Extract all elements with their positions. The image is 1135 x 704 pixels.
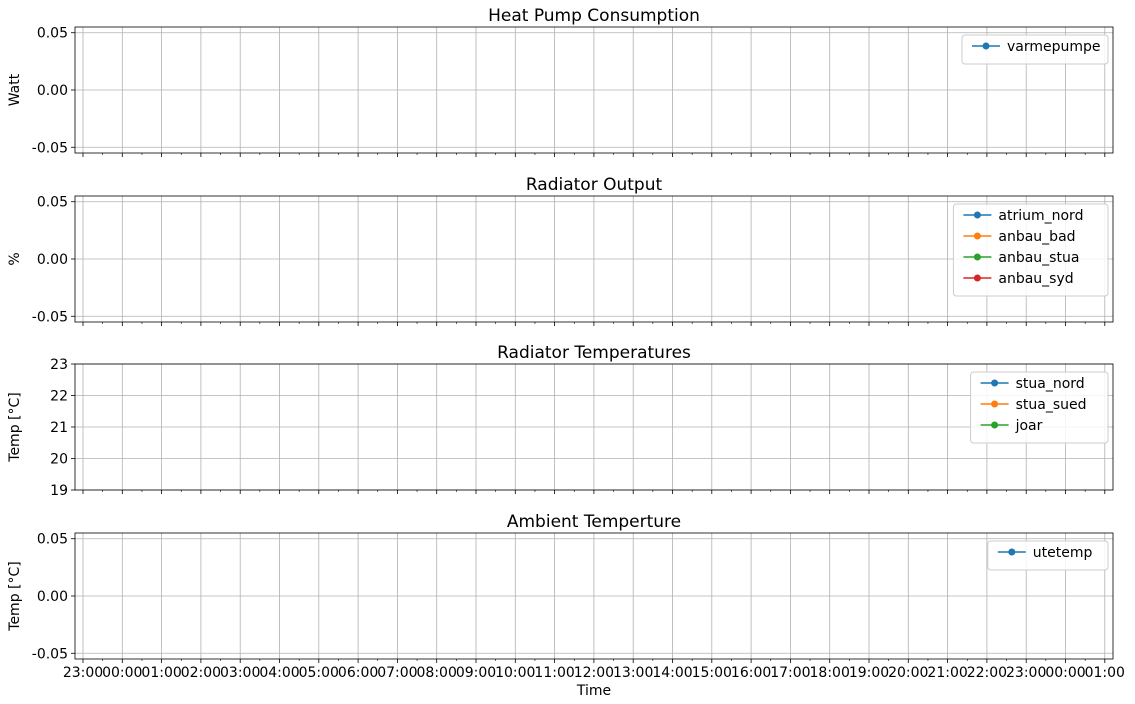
y-axis-label: % [7, 252, 23, 265]
x-tick-label: 12:00 [574, 665, 614, 681]
x-tick-label: 18:00 [810, 665, 850, 681]
legend: utetemp [987, 540, 1109, 571]
x-tick-label: 00:00 [102, 665, 142, 681]
x-tick-label: 15:00 [692, 665, 732, 681]
legend-label-varmepumpe: varmepumpe [1007, 39, 1101, 55]
y-tick-label: -0.05 [32, 140, 68, 156]
x-tick-label: 01:00 [141, 665, 181, 681]
y-axis-label: Watt [7, 73, 23, 106]
x-tick-label: 09:00 [456, 665, 496, 681]
y-tick-label: 0.00 [37, 83, 68, 99]
y-tick-label: 0.00 [37, 252, 68, 268]
x-tick-label: 01:00 [1085, 665, 1125, 681]
legend-marker-anbau_bad [973, 232, 981, 240]
x-tick-label: 02:00 [181, 665, 221, 681]
x-tick-label: 08:00 [417, 665, 457, 681]
y-tick-label: 19 [50, 483, 68, 499]
y-tick-label: 0.00 [37, 589, 68, 605]
x-tick-label: 22:00 [967, 665, 1007, 681]
x-tick-label: 16:00 [731, 665, 771, 681]
x-tick-label: 21:00 [927, 665, 967, 681]
legend-marker-utetemp [1008, 548, 1016, 556]
legend-box [952, 203, 1109, 297]
axes-frame [74, 363, 1114, 491]
y-tick-label: -0.05 [32, 309, 68, 325]
x-tick-label: 14:00 [652, 665, 692, 681]
x-tick-label: 23:00 [63, 665, 103, 681]
x-tick-label: 17:00 [770, 665, 810, 681]
legend-marker-atrium_nord [973, 211, 981, 219]
axes-frame [74, 26, 1114, 154]
legend-marker-anbau_syd [973, 274, 981, 282]
legend-marker-varmepumpe [982, 42, 990, 50]
legend-label-anbau_syd: anbau_syd [998, 271, 1073, 287]
y-axis-label: Temp [°C] [7, 561, 23, 631]
legend-label-stua_nord: stua_nord [1016, 376, 1085, 392]
subplot-2: 0.05 0.00 -0.05 Radiator Output% atrium_nord… [7, 175, 1114, 326]
x-axis-label: Time [576, 683, 611, 699]
legend-marker-stua_sued [991, 400, 999, 408]
chart-title: Radiator Output [526, 175, 663, 195]
y-tick-label: 0.05 [37, 532, 68, 548]
subplot-1: 0.05 0.00 -0.05 Heat Pump Consumption Watt va… [7, 6, 1114, 157]
legend-marker-stua_nord [991, 379, 999, 387]
x-tick-label: 20:00 [888, 665, 928, 681]
chart-title: Radiator Temperatures [497, 343, 691, 363]
axes-frame [74, 195, 1114, 323]
legend-marker-joar [991, 421, 999, 429]
y-tick-label: 22 [50, 389, 68, 405]
x-tick-label: 06:00 [338, 665, 378, 681]
x-tick-label: 19:00 [849, 665, 889, 681]
axes-frame [74, 532, 1114, 660]
y-tick-label: 21 [50, 420, 68, 436]
legend-label-joar: joar [1015, 418, 1043, 434]
x-tick-label: 23:00 [1006, 665, 1046, 681]
y-axis-label: Temp [°C] [7, 392, 23, 462]
y-tick-label: 0.05 [37, 26, 68, 42]
x-tick-label: 07:00 [377, 665, 417, 681]
x-tick-label: 03:00 [220, 665, 260, 681]
legend-box [961, 34, 1109, 65]
x-tick-label: 04:00 [259, 665, 299, 681]
chart-title: Ambient Temperture [507, 512, 681, 532]
y-tick-label: 0.05 [37, 195, 68, 211]
legend-label-anbau_stua: anbau_stua [998, 250, 1079, 266]
legend-label-utetemp: utetemp [1033, 545, 1093, 561]
legend-label-atrium_nord: atrium_nord [998, 208, 1083, 224]
x-tick-label: 10:00 [495, 665, 535, 681]
legend-marker-anbau_stua [973, 253, 981, 261]
y-tick-label: 23 [50, 357, 68, 373]
legend-label-anbau_bad: anbau_bad [998, 229, 1075, 245]
x-tick-label: 00:00 [1045, 665, 1085, 681]
y-tick-label: 20 [50, 452, 68, 468]
subplot-4: 0.05 0.00 -0.05 Ambient Temperture Temp [°C]… [7, 512, 1114, 663]
legend-label-stua_sued: stua_sued [1016, 397, 1087, 413]
x-tick-label: 05:00 [299, 665, 339, 681]
legend: varmepumpe [961, 34, 1109, 65]
legend: atrium_nord anbau_bad anbau_stua anbau_syd [952, 203, 1109, 297]
y-tick-label: -0.05 [32, 646, 68, 662]
subplot-3: 23 22 21 20 19 Radiator Temperatures Temp [°C]… [7, 343, 1114, 499]
x-tick-label: 13:00 [613, 665, 653, 681]
x-tick-label: 11:00 [534, 665, 574, 681]
legend-box [987, 540, 1109, 571]
chart-title: Heat Pump Consumption [488, 6, 700, 26]
